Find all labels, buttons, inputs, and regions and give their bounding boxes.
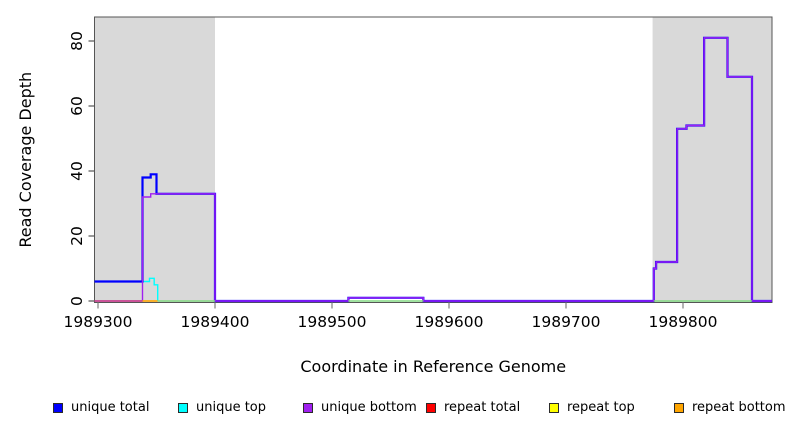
legend-label: unique top — [196, 400, 267, 415]
legend-swatch-unique-top — [178, 403, 188, 413]
series-unique-top — [94, 277, 159, 301]
y-tick-label: 80 — [68, 31, 86, 51]
y-axis-title: Read Coverage Depth — [16, 72, 35, 248]
x-tick-label: 1989800 — [648, 313, 717, 331]
legend-item-repeat-bottom: repeat bottom — [674, 400, 786, 416]
legend-swatch-repeat-bottom — [674, 403, 684, 413]
legend-swatch-repeat-top — [549, 403, 559, 413]
y-tick-label: 0 — [68, 296, 86, 306]
legend-label: unique total — [71, 400, 150, 415]
legend-label: unique bottom — [321, 400, 417, 415]
x-tick-label: 1989700 — [531, 313, 600, 331]
plot-box — [94, 16, 773, 303]
legend-label: repeat bottom — [692, 400, 786, 415]
legend-swatch-unique-total — [53, 403, 63, 413]
legend-swatch-unique-bottom — [303, 403, 313, 413]
legend-swatch-repeat-total — [426, 403, 436, 413]
series-unique-bottom — [94, 37, 772, 302]
legend-label: repeat top — [567, 400, 635, 415]
x-tick-label: 1989500 — [297, 313, 366, 331]
legend-item-unique-bottom: unique bottom — [303, 400, 417, 416]
y-tick-label: 60 — [68, 96, 86, 116]
plot-legend: unique total unique top unique bottom repea… — [0, 400, 792, 420]
x-tick-label: 1989300 — [63, 313, 132, 331]
legend-item-repeat-total: repeat total — [426, 400, 520, 416]
y-tick-label: 20 — [68, 226, 86, 246]
legend-item-unique-top: unique top — [178, 400, 266, 416]
right-repeat-masked-region — [652, 17, 772, 303]
x-tick-label: 1989400 — [180, 313, 249, 331]
legend-item-repeat-top: repeat top — [549, 400, 635, 416]
legend-item-unique-total: unique total — [53, 400, 149, 416]
y-tick-label: 40 — [68, 161, 86, 181]
legend-label: repeat total — [444, 400, 521, 415]
x-tick-label: 1989600 — [414, 313, 483, 331]
left-repeat-masked-region — [94, 17, 215, 303]
x-axis-title: Coordinate in Reference Genome — [300, 357, 566, 376]
